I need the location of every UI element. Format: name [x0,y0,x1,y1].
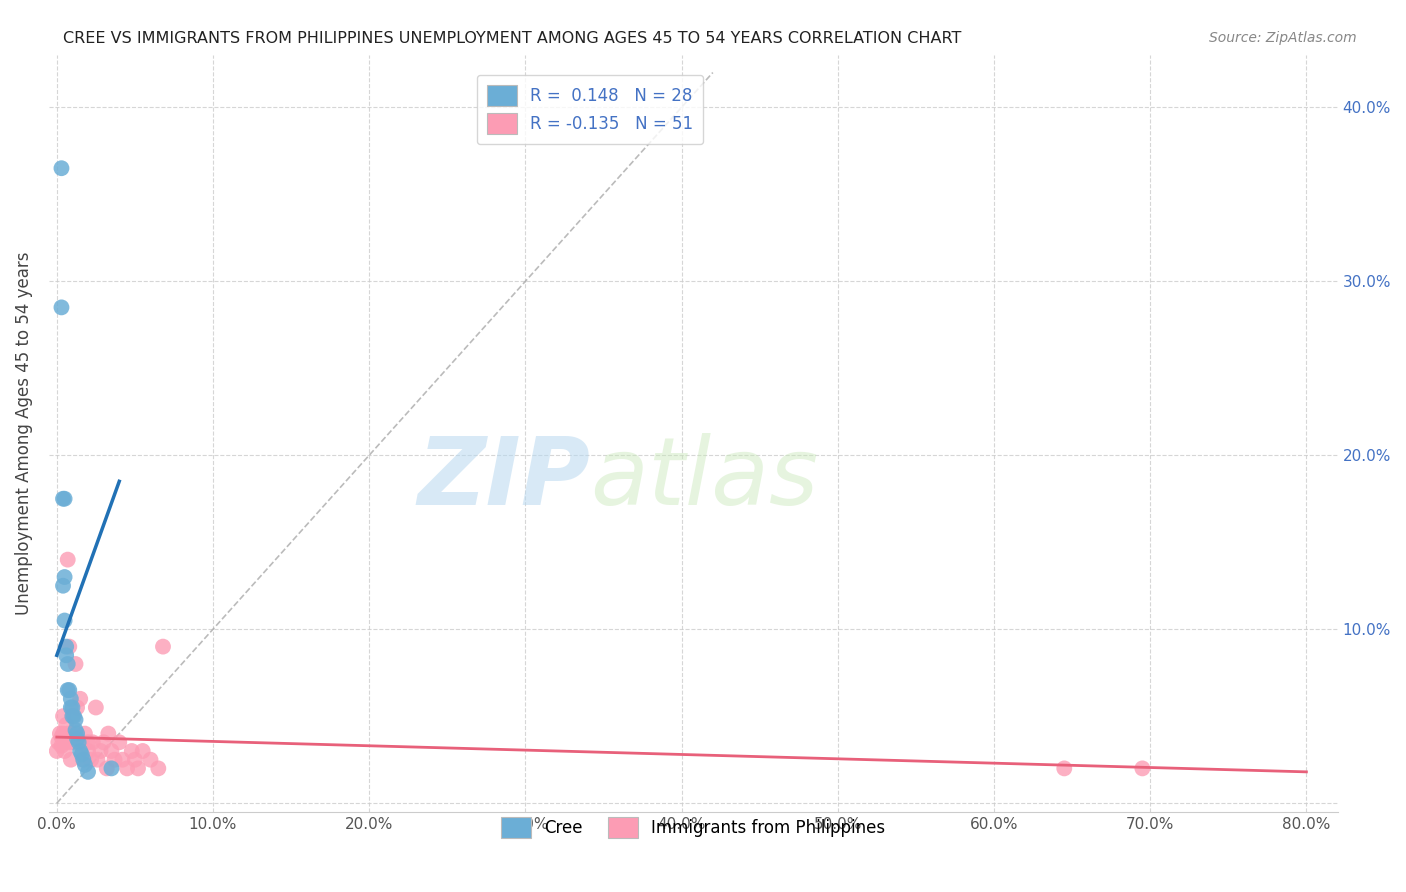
Point [67,735,90,749]
Y-axis label: Unemployment Among Ages 45 to 54 years: Unemployment Among Ages 45 to 54 years [15,252,32,615]
Point [55,648,77,663]
Point [77,735,100,749]
Point [56,552,79,566]
Point [103,753,125,767]
Point [66,726,89,740]
Point [1132,761,1154,775]
Point [56,657,79,671]
Point [69,744,91,758]
Point [45,744,67,758]
Point [51,730,73,744]
Point [52,709,75,723]
Point [111,753,134,767]
Point [66,731,89,746]
Text: CREE VS IMMIGRANTS FROM PHILIPPINES UNEMPLOYMENT AMONG AGES 45 TO 54 YEARS CORRE: CREE VS IMMIGRANTS FROM PHILIPPINES UNEM… [63,31,962,46]
Point [127,761,149,775]
Point [121,744,143,758]
Point [59,753,82,767]
Point [77,744,100,758]
Point [65,723,87,738]
Point [139,753,162,767]
Point [49,726,72,740]
Point [72,753,94,767]
Point [60,730,83,744]
Point [51,161,73,176]
Point [66,726,89,740]
Point [51,301,73,315]
Point [115,761,138,775]
Point [86,753,108,767]
Text: Source: ZipAtlas.com: Source: ZipAtlas.com [1209,31,1357,45]
Point [70,735,93,749]
Point [58,640,80,654]
Point [80,753,103,767]
Point [72,753,94,767]
Point [73,726,96,740]
Point [51,739,73,753]
Point [1053,761,1076,775]
Point [55,718,77,732]
Point [65,713,87,727]
Point [82,735,104,749]
Point [124,753,146,767]
Point [60,700,83,714]
Point [59,726,82,740]
Point [84,700,107,714]
Point [59,700,82,714]
Point [52,726,75,740]
Point [53,614,76,628]
Point [55,640,77,654]
Point [66,700,89,714]
Point [97,726,120,740]
Point [59,691,82,706]
Point [56,683,79,698]
Point [131,744,153,758]
Point [77,764,100,779]
Point [93,735,115,749]
Text: ZIP: ZIP [418,433,591,524]
Point [89,744,111,758]
Point [58,735,80,749]
Point [70,747,93,762]
Point [46,735,69,749]
Point [96,761,118,775]
Point [53,491,76,506]
Point [58,683,80,698]
Point [73,758,96,772]
Point [108,735,131,749]
Point [100,761,122,775]
Point [100,744,122,758]
Point [60,709,83,723]
Point [69,691,91,706]
Point [63,709,86,723]
Point [63,735,86,749]
Text: atlas: atlas [591,434,818,524]
Point [65,657,87,671]
Point [55,730,77,744]
Point [60,709,83,723]
Point [53,735,76,749]
Point [52,491,75,506]
Point [148,761,170,775]
Point [53,744,76,758]
Legend: Cree, Immigrants from Philippines: Cree, Immigrants from Philippines [495,811,893,845]
Point [56,726,79,740]
Point [52,579,75,593]
Point [152,640,174,654]
Point [53,570,76,584]
